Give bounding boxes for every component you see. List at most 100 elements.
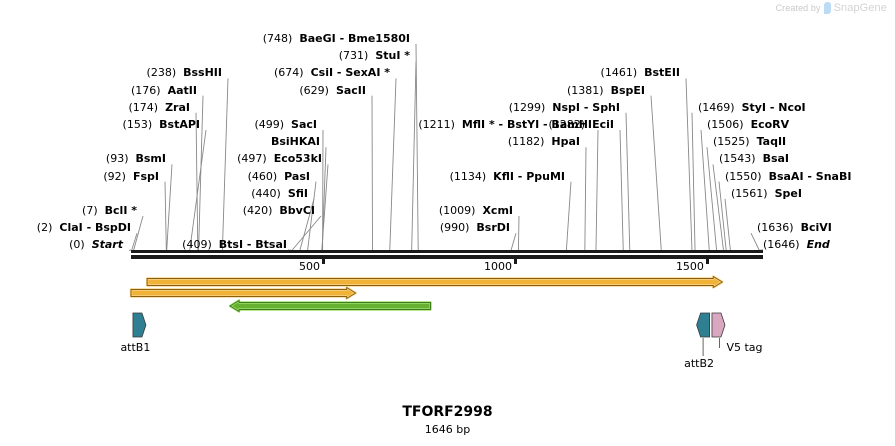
enzyme-name[interactable]: BsaI <box>762 152 790 166</box>
enzyme-name[interactable]: PasI <box>284 169 310 183</box>
enzyme-site-label[interactable]: (1646) End <box>763 239 830 251</box>
enzyme-name[interactable]: BstEII <box>644 66 680 80</box>
enzyme-site-label[interactable]: (460) PasI <box>248 169 310 183</box>
feature-glyph-attB1[interactable] <box>132 312 147 338</box>
enzyme-name[interactable]: BspDI <box>94 221 131 235</box>
enzyme-leader-line <box>619 129 624 251</box>
enzyme-name[interactable]: BsmI <box>135 152 167 166</box>
enzyme-name[interactable]: SfiI <box>287 186 308 200</box>
enzyme-site-label[interactable]: (1525) TaqII <box>713 136 786 148</box>
enzyme-name[interactable]: ClaI <box>59 221 83 235</box>
enzyme-site-label[interactable]: (420) BbvCI <box>243 205 315 217</box>
enzyme-site-label[interactable]: (748) BaeGI - Bme1580I <box>263 33 410 45</box>
enzyme-site-label[interactable]: (499) SacI <box>254 119 317 131</box>
enzyme-name[interactable]: End <box>806 238 830 252</box>
enzyme-site-label[interactable]: (238) BssHII <box>147 67 222 79</box>
enzyme-name[interactable]: BssHII <box>183 66 222 80</box>
enzyme-site-label[interactable]: (1134) KflI - PpuMI <box>450 169 565 183</box>
feature-glyph-v5-tag[interactable] <box>711 312 726 338</box>
enzyme-name[interactable]: BspEI <box>610 83 645 97</box>
enzyme-site-label[interactable]: (176) AatII <box>131 83 197 97</box>
enzyme-position: (731) <box>338 49 369 63</box>
enzyme-site-label[interactable]: (153) BstAPI <box>123 119 200 131</box>
enzyme-site-label[interactable]: (1636) BciVI <box>757 222 832 234</box>
enzyme-site-label[interactable]: (497) Eco53kI <box>237 153 322 165</box>
enzyme-name[interactable]: BtsI <box>218 238 244 252</box>
enzyme-site-label[interactable]: (674) CsiI - SexAI * <box>274 67 390 79</box>
enzyme-site-label[interactable]: (1543) BsaI <box>719 153 789 165</box>
enzyme-name[interactable]: SnaBI <box>815 169 852 183</box>
enzyme-site-label[interactable]: (93) BsmI <box>106 153 166 165</box>
ruler-line-bottom <box>131 255 763 259</box>
enzyme-name[interactable]: SacI <box>291 118 317 131</box>
enzyme-name[interactable]: BciVI <box>800 221 832 235</box>
enzyme-name[interactable]: Eco53kI <box>273 152 322 166</box>
enzyme-site-label[interactable]: BsiHKAI <box>271 136 320 148</box>
enzyme-leader-line <box>750 233 760 251</box>
feature-arrow[interactable] <box>129 286 357 300</box>
enzyme-name[interactable]: StuI * <box>375 49 410 63</box>
enzyme-name[interactable]: BamHI <box>551 118 592 131</box>
enzyme-name[interactable]: BclI * <box>104 204 137 217</box>
feature-arrow[interactable] <box>228 299 432 313</box>
enzyme-name[interactable]: ZraI <box>165 100 190 114</box>
enzyme-site-label[interactable]: (1469) StyI - NcoI <box>698 100 806 114</box>
enzyme-site-label[interactable]: (7) BclI * <box>82 205 137 217</box>
enzyme-name[interactable]: SacII <box>335 83 366 97</box>
enzyme-site-label[interactable]: (1561) SpeI <box>731 186 802 200</box>
enzyme-name[interactable]: EcoRV <box>750 118 790 131</box>
enzyme-site-label[interactable]: (1381) BspEI <box>567 83 645 97</box>
enzyme-name[interactable]: BstYI <box>506 118 540 131</box>
enzyme-site-label[interactable]: (1282) EciI <box>549 119 614 131</box>
watermark-brand: SnapGene <box>833 2 887 14</box>
enzyme-name[interactable]: SpeI <box>774 186 802 200</box>
enzyme-name[interactable]: NspI <box>552 100 581 114</box>
enzyme-site-label[interactable]: (731) StuI * <box>339 50 410 62</box>
enzyme-name[interactable]: SexAI * <box>345 66 390 80</box>
enzyme-leader-line <box>510 233 517 251</box>
enzyme-name[interactable]: BsiHKAI <box>270 135 320 149</box>
enzyme-name[interactable]: CsiI <box>310 66 334 80</box>
enzyme-site-label[interactable]: (174) ZraI <box>128 100 190 114</box>
enzyme-site-label[interactable]: (92) FspI <box>103 169 159 183</box>
enzyme-name[interactable]: NcoI <box>778 100 806 114</box>
enzyme-name[interactable]: BbvCI <box>279 204 315 217</box>
enzyme-name[interactable]: BtsaI <box>255 238 287 252</box>
enzyme-site-label[interactable]: (2) ClaI - BspDI <box>37 222 131 234</box>
enzyme-name[interactable]: EciI <box>592 118 614 131</box>
enzyme-site-label[interactable]: (1506) EcoRV <box>707 119 789 131</box>
enzyme-name[interactable]: SphI <box>592 100 620 114</box>
page-title: TFORF2998 <box>402 404 493 420</box>
enzyme-name[interactable]: TaqII <box>756 135 787 149</box>
enzyme-site-label[interactable]: (1009) XcmI <box>439 205 513 217</box>
enzyme-site-label[interactable]: (629) SacII <box>299 83 366 97</box>
enzyme-name[interactable]: Start <box>91 238 123 252</box>
enzyme-site-label[interactable]: (990) BsrDI <box>440 222 510 234</box>
enzyme-position: (1282) <box>548 118 586 131</box>
enzyme-name[interactable]: BaeGI <box>299 32 336 45</box>
enzyme-site-label[interactable]: (1211) MflI * - BstYI - BamHI <box>418 119 592 131</box>
enzyme-site-label[interactable]: (1550) BsaAI - SnaBI <box>725 169 852 183</box>
enzyme-name[interactable]: AatII <box>167 83 197 97</box>
enzyme-name[interactable]: BstAPI <box>159 118 200 131</box>
enzyme-name[interactable]: MflI * <box>461 118 495 131</box>
enzyme-name[interactable]: FspI <box>132 169 159 183</box>
enzyme-site-label[interactable]: (1461) BstEII <box>601 67 680 79</box>
watermark-created-by: Created by <box>775 3 821 13</box>
enzyme-site-label[interactable]: (0) Start <box>69 239 123 251</box>
enzyme-name[interactable]: PpuMI <box>526 169 565 183</box>
enzyme-site-label[interactable]: (1299) NspI - SphI <box>509 100 620 114</box>
enzyme-name[interactable]: BsrDI <box>476 221 510 235</box>
enzyme-site-label[interactable]: (1182) HpaI <box>508 136 580 148</box>
feature-glyph-attB2[interactable] <box>696 312 711 338</box>
feature-arrow[interactable] <box>145 275 724 289</box>
enzyme-name[interactable]: KflI <box>493 169 514 183</box>
enzyme-name[interactable]: XcmI <box>482 204 513 217</box>
enzyme-name[interactable]: StyI <box>741 100 767 114</box>
enzyme-site-label[interactable]: (409) BtsI - BtsaI <box>182 239 287 251</box>
enzyme-site-label[interactable]: (440) SfiI <box>251 186 308 200</box>
enzyme-name[interactable]: Bme1580I <box>347 32 410 45</box>
enzyme-name[interactable]: HpaI <box>551 135 580 149</box>
enzyme-name[interactable]: BsaAI <box>768 169 804 183</box>
enzyme-position: (1550) <box>725 169 762 183</box>
